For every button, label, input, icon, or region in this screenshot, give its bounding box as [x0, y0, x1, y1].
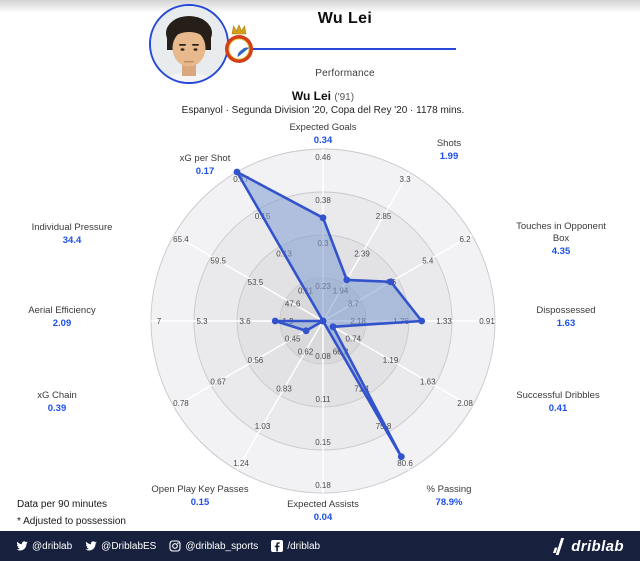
- svg-text:Aerial Efficiency: Aerial Efficiency: [28, 305, 96, 316]
- social-link-twitter-driblab[interactable]: @driblab: [16, 540, 72, 552]
- social-handle: @DriblabES: [101, 540, 157, 552]
- svg-text:0.15: 0.15: [191, 497, 210, 508]
- svg-text:5.4: 5.4: [422, 257, 434, 266]
- svg-text:Dispossessed: Dispossessed: [536, 305, 595, 316]
- svg-text:0.41: 0.41: [549, 403, 568, 414]
- page-subtitle: Performance: [315, 68, 375, 79]
- instagram-icon: [169, 540, 181, 552]
- svg-text:2.09: 2.09: [53, 318, 72, 329]
- svg-text:2.85: 2.85: [376, 212, 392, 221]
- svg-text:Expected Assists: Expected Assists: [287, 499, 359, 510]
- social-link-facebook[interactable]: /driblab: [271, 540, 320, 552]
- svg-text:0.11: 0.11: [316, 395, 332, 404]
- svg-text:0.38: 0.38: [315, 196, 331, 205]
- chart-context: Espanyol · Segunda Division '20, Copa de…: [181, 105, 465, 116]
- footer-bar: @driblab @DriblabES @driblab_sports /dri…: [0, 531, 640, 561]
- svg-text:53.5: 53.5: [248, 278, 264, 287]
- driblab-logo: driblab: [552, 537, 624, 555]
- social-link-instagram[interactable]: @driblab_sports: [169, 540, 258, 552]
- svg-text:0.83: 0.83: [276, 385, 292, 394]
- svg-text:34.4: 34.4: [63, 235, 82, 246]
- svg-text:0.67: 0.67: [210, 378, 226, 387]
- svg-text:0.18: 0.18: [315, 481, 331, 490]
- svg-text:1.33: 1.33: [436, 317, 452, 326]
- svg-text:0.04: 0.04: [314, 512, 333, 523]
- espanyol-crest-icon: [225, 24, 253, 68]
- svg-text:1.99: 1.99: [440, 151, 459, 162]
- chart-player-name: Wu Lei: [291, 89, 332, 103]
- svg-text:0.39: 0.39: [48, 403, 67, 414]
- svg-text:0.56: 0.56: [248, 356, 264, 365]
- social-handle: @driblab: [32, 540, 73, 552]
- svg-text:1.03: 1.03: [255, 422, 271, 431]
- svg-text:% Passing: % Passing: [427, 484, 472, 495]
- svg-text:1.63: 1.63: [557, 318, 576, 329]
- note-per90: Data per 90 minutes: [17, 499, 108, 510]
- svg-text:0.91: 0.91: [479, 317, 495, 326]
- svg-text:47.6: 47.6: [285, 300, 301, 309]
- svg-text:0.08: 0.08: [315, 352, 331, 361]
- top-gradient: [0, 0, 640, 13]
- title-divider: [233, 48, 456, 50]
- svg-text:Expected Goals: Expected Goals: [289, 122, 356, 133]
- driblab-mark-icon: [553, 537, 565, 555]
- social-link-twitter-driblabes[interactable]: @DriblabES: [85, 540, 156, 552]
- chart-player-birthyear: ('91): [334, 92, 355, 103]
- svg-text:78.9%: 78.9%: [436, 497, 463, 508]
- chart-title: Wu Lei ('91): [3, 89, 640, 103]
- twitter-icon: [16, 541, 28, 551]
- svg-text:2.08: 2.08: [457, 399, 473, 408]
- svg-text:0.74: 0.74: [346, 335, 362, 344]
- note-adjusted: * Adjusted to possession: [17, 516, 126, 527]
- svg-text:Box: Box: [553, 233, 570, 244]
- svg-text:0.62: 0.62: [298, 347, 314, 356]
- player-photo: [149, 4, 229, 84]
- svg-text:Open Play Key Passes: Open Play Key Passes: [151, 484, 248, 495]
- svg-text:3.6: 3.6: [239, 317, 251, 326]
- page-title: Wu Lei: [317, 10, 373, 27]
- svg-text:1.19: 1.19: [383, 356, 399, 365]
- svg-text:0.17: 0.17: [196, 166, 215, 177]
- svg-text:0.15: 0.15: [315, 438, 331, 447]
- svg-text:1.63: 1.63: [420, 378, 436, 387]
- svg-text:6.2: 6.2: [459, 235, 471, 244]
- svg-text:1.24: 1.24: [233, 459, 249, 468]
- svg-text:xG per Shot: xG per Shot: [180, 153, 231, 164]
- driblab-wordmark: driblab: [571, 537, 624, 555]
- svg-text:7: 7: [157, 317, 162, 326]
- player-face-illustration: [151, 6, 227, 82]
- social-handle: /driblab: [287, 540, 321, 552]
- svg-text:xG Chain: xG Chain: [37, 390, 77, 401]
- facebook-icon: [271, 540, 284, 552]
- svg-text:Shots: Shots: [437, 138, 462, 149]
- svg-text:59.5: 59.5: [210, 257, 226, 266]
- social-handle: @driblab_sports: [185, 540, 259, 552]
- svg-text:Individual Pressure: Individual Pressure: [32, 222, 113, 233]
- svg-text:0.46: 0.46: [315, 153, 331, 162]
- svg-text:5.3: 5.3: [196, 317, 208, 326]
- svg-text:2.39: 2.39: [354, 249, 370, 258]
- svg-text:80.6: 80.6: [397, 459, 413, 468]
- svg-text:0.34: 0.34: [314, 135, 333, 146]
- svg-text:Touches in Opponent: Touches in Opponent: [516, 221, 606, 232]
- svg-text:3.3: 3.3: [399, 175, 411, 184]
- twitter-icon: [85, 541, 97, 551]
- svg-text:4.35: 4.35: [552, 246, 571, 257]
- svg-text:0.45: 0.45: [285, 335, 301, 344]
- svg-text:0.78: 0.78: [173, 399, 189, 408]
- svg-text:Successful Dribbles: Successful Dribbles: [516, 390, 600, 401]
- svg-text:65.4: 65.4: [173, 235, 189, 244]
